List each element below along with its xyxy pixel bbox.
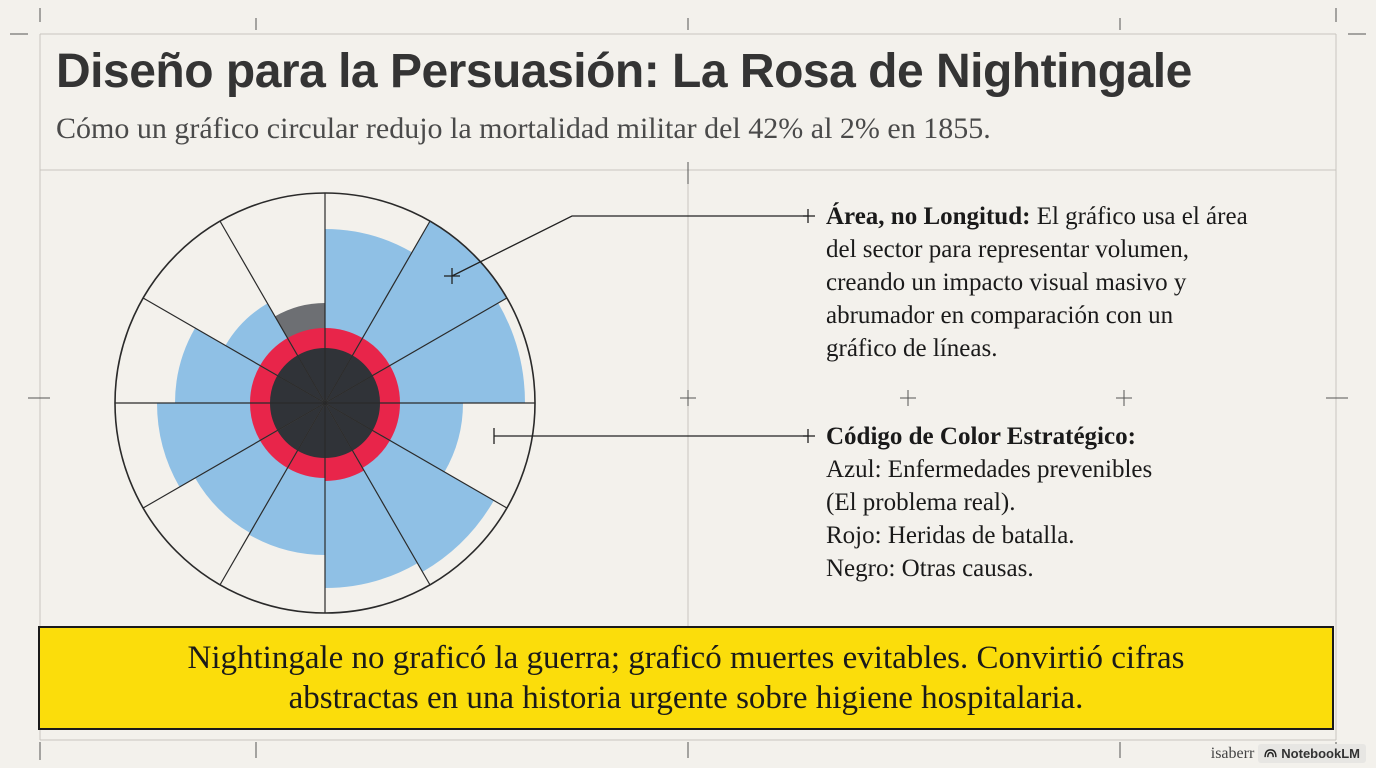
note-area-line: creando un impacto visual masivo y xyxy=(826,269,1187,296)
note-area-line: del sector para representar volumen, xyxy=(826,236,1190,263)
note-color-code: Código de Color Estratégico: Azul: Enfer… xyxy=(826,420,1346,585)
page-subtitle: Cómo un gráfico circular redujo la morta… xyxy=(56,112,991,145)
rose-diagram xyxy=(114,192,536,614)
rose-spoke xyxy=(324,402,431,586)
rose-sector-other xyxy=(325,355,373,403)
note-color-line: Negro: Otras causas. xyxy=(826,555,1034,582)
notebooklm-label: NotebookLM xyxy=(1281,746,1360,761)
rose-sector-other xyxy=(325,403,373,451)
rose-spoke xyxy=(142,402,326,509)
note-color-line: Rojo: Heridas de batalla. xyxy=(826,522,1075,549)
rose-spoke xyxy=(142,297,326,404)
rose-sector-other xyxy=(270,375,325,403)
rose-spoke xyxy=(324,220,431,404)
footer-credit: isaberr NotebookLM xyxy=(1211,744,1366,763)
note-color-heading: Código de Color Estratégico: xyxy=(826,423,1136,450)
note-area-line: abrumador en comparación con un xyxy=(826,302,1174,329)
note-color-line: (El problema real). xyxy=(826,489,1016,516)
rose-sector-other xyxy=(297,403,325,458)
page-title: Diseño para la Persuasión: La Rosa de Ni… xyxy=(56,45,1192,98)
note-area-heading: Área, no Longitud: xyxy=(826,203,1031,230)
rose-spoke xyxy=(219,220,326,404)
author-handle: isaberr xyxy=(1210,744,1255,762)
note-area-line: El gráfico usa el área xyxy=(1030,203,1248,230)
rose-spoke xyxy=(219,402,326,586)
rose-sector-other xyxy=(277,355,325,403)
rose-sector-other xyxy=(325,403,353,458)
rose-sector-other xyxy=(325,348,353,403)
rose-sector-other xyxy=(297,348,325,403)
takeaway-line: abstractas en una historia urgente sobre… xyxy=(288,680,1084,716)
notebooklm-logo-icon xyxy=(1264,749,1277,758)
rose-spoke xyxy=(324,297,508,404)
note-area-not-length: Área, no Longitud: El gráfico usa el áre… xyxy=(826,200,1346,365)
rose-spoke xyxy=(324,402,508,509)
note-area-line: gráfico de líneas. xyxy=(826,335,998,362)
rose-sector-other xyxy=(277,403,325,451)
notebooklm-badge: NotebookLM xyxy=(1258,744,1366,763)
note-color-line: Azul: Enfermedades prevenibles xyxy=(826,456,1153,483)
takeaway-line: Nightingale no graficó la guerra; grafic… xyxy=(187,640,1185,676)
rose-sector-other xyxy=(325,375,380,403)
rose-sector-other xyxy=(325,403,380,431)
key-takeaway-banner: Nightingale no graficó la guerra; grafic… xyxy=(38,626,1334,730)
rose-sector-other xyxy=(270,403,325,431)
